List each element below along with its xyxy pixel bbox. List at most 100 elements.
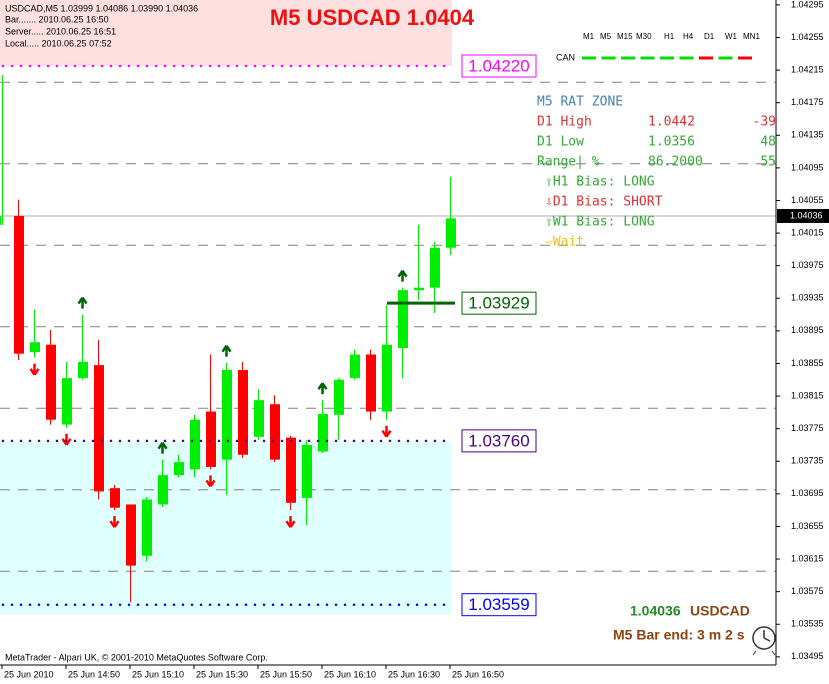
candle-body — [334, 379, 344, 415]
level-box — [461, 593, 537, 617]
level-label: 1.03559 — [468, 595, 529, 614]
down-arrow — [109, 516, 120, 528]
candle-body — [126, 504, 136, 566]
y-tick-label: 1.03975 — [791, 260, 824, 270]
x-tick-label: 25 Jun 14:50 — [68, 669, 120, 679]
x-tick-label: 25 Jun 15:50 — [260, 669, 312, 679]
tf-dash — [601, 56, 616, 60]
x-tick-label: 25 Jun 16:30 — [388, 669, 440, 679]
y-tick-label: 1.03575 — [791, 586, 824, 596]
x-tick-label: 25 Jun 16:50 — [452, 669, 504, 679]
up-arrow — [221, 344, 232, 357]
current-price-label: 1.04036 — [790, 210, 823, 220]
tf-label: W1 — [725, 32, 738, 41]
copyright: MetaTrader - Alpari UK, © 2001-2010 Meta… — [5, 652, 268, 662]
y-tick-label: 1.03535 — [791, 619, 824, 629]
current-price-box — [777, 208, 829, 223]
candle-body — [78, 361, 88, 379]
bar-end: M5 Bar end: 3 m 2 s — [613, 627, 745, 643]
local-time: Local..... 2010.06.25 07:52 — [5, 38, 112, 48]
level-label: 1.03929 — [468, 294, 529, 313]
tf-label: MN1 — [743, 32, 760, 41]
candle-body — [350, 354, 360, 379]
rat-change: 55 — [760, 155, 776, 170]
candle-body — [46, 344, 56, 420]
candle-body — [414, 287, 424, 291]
candle-body — [0, 215, 1, 225]
tf-dash — [718, 56, 733, 60]
candle-body — [30, 342, 40, 353]
tf-dash — [738, 56, 752, 60]
level-box — [461, 54, 537, 78]
y-tick-label: 1.04135 — [791, 130, 824, 140]
candle-body — [254, 400, 264, 437]
candle-body — [270, 404, 280, 460]
tf-dash — [640, 56, 655, 60]
candle-body — [190, 419, 200, 470]
zones — [0, 0, 452, 615]
bar-time: Bar....... 2010.06.25 16:50 — [5, 14, 109, 24]
y-tick-label: 1.04175 — [791, 97, 824, 107]
x-tick-label: 25 Jun 15:10 — [132, 669, 184, 679]
candle-body — [14, 215, 24, 354]
tf-dash — [699, 56, 713, 60]
tf-label: H1 — [664, 32, 675, 41]
resistance-zone — [0, 0, 452, 67]
candle-body — [366, 354, 376, 412]
candle-body — [382, 344, 392, 412]
level-label: 1.04220 — [468, 56, 529, 75]
y-tick-label: 1.03775 — [791, 423, 824, 433]
y-tick-label: 1.04255 — [791, 32, 824, 42]
clock-icon — [752, 626, 776, 656]
rat-value: 1.0356 — [648, 135, 695, 150]
level-box — [461, 429, 537, 453]
down-arrow — [381, 425, 392, 438]
y-tick-label: 1.03895 — [791, 325, 824, 335]
rat-bias: ⇧H1 Bias: LONG — [545, 175, 655, 190]
candle-body — [398, 290, 408, 348]
level-label: 1.03760 — [468, 431, 529, 450]
quote-symbol: USDCAD — [690, 603, 750, 619]
y-tick-label: 1.03615 — [791, 553, 824, 563]
tf-dash — [582, 56, 596, 60]
candle-body — [286, 437, 296, 503]
rat-value: 86.2000 — [648, 155, 703, 170]
server-time: Server..... 2010.06.25 16:51 — [5, 26, 116, 36]
rat-value: 1.0442 — [648, 115, 695, 130]
tf-label: D1 — [704, 32, 715, 41]
down-arrow — [285, 516, 296, 528]
tf-label: M30 — [636, 32, 652, 41]
candle-body — [174, 462, 184, 476]
candle-body — [238, 369, 248, 455]
rat-bias: ⇧W1 Bias: LONG — [545, 215, 655, 230]
down-arrow — [29, 363, 40, 376]
candle-body — [446, 218, 456, 248]
tf-label: M1 — [583, 32, 595, 41]
down-arrow — [205, 475, 216, 488]
rat-bias: ⇩D1 Bias: SHORT — [545, 195, 663, 210]
y-tick-label: 1.04295 — [791, 0, 824, 9]
y-tick-label: 1.03655 — [791, 521, 824, 531]
candle-body — [110, 488, 120, 508]
x-tick-label: 25 Jun 15:30 — [196, 669, 248, 679]
y-tick-label: 1.03815 — [791, 390, 824, 400]
candle-body — [318, 413, 328, 452]
tf-dash — [660, 56, 674, 60]
tf-dash — [621, 56, 635, 60]
rat-label: Range| % — [537, 155, 600, 170]
y-tick-label: 1.03695 — [791, 488, 824, 498]
up-arrow — [77, 296, 88, 309]
plot: 1.04220 1.03929 1.03760 1.03559 — [0, 54, 537, 617]
rat-title: M5 RAT ZONE — [537, 95, 623, 110]
y-tick-label: 1.03855 — [791, 358, 824, 368]
tf-label: M15 — [617, 32, 633, 41]
rat-status: ⇨Wait — [545, 235, 584, 250]
up-arrow — [397, 269, 408, 282]
info: USDCAD,M5 1.03999 1.04086 1.03990 1.0403… — [5, 3, 198, 13]
candle-body — [62, 378, 72, 425]
y-tick-label: 1.04215 — [791, 64, 824, 74]
tf-label: H4 — [683, 32, 694, 41]
tf-symbol: CAN — [556, 52, 575, 62]
candle-body — [206, 411, 216, 467]
